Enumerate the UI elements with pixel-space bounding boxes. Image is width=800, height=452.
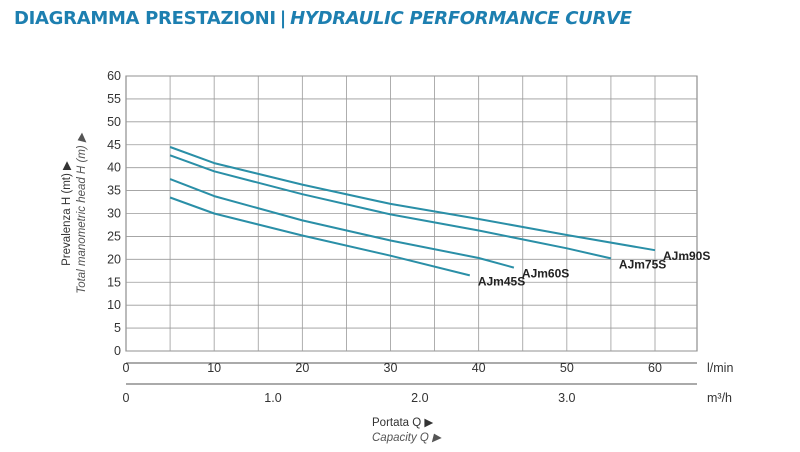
x-axis-label: Portata Q ▶ xyxy=(372,417,434,429)
series-line-AJm45S xyxy=(169,196,471,277)
y-tick-label: 0 xyxy=(114,344,121,358)
series-label-AJm90S: AJm90S xyxy=(663,249,710,263)
y-tick-label: 45 xyxy=(107,138,121,152)
y-tick-label: 20 xyxy=(107,252,121,266)
x-tick-label: 0 xyxy=(123,361,130,375)
x-tick-label: 20 xyxy=(295,361,309,375)
y-tick-label: 35 xyxy=(107,184,121,198)
x-tick-label: 30 xyxy=(384,361,398,375)
x-tick-label: 60 xyxy=(648,361,662,375)
y-tick-label: 55 xyxy=(107,92,121,106)
x2-tick-label: 3.0 xyxy=(558,391,575,405)
title-english: HYDRAULIC PERFORMANCE CURVE xyxy=(290,8,632,29)
series-label-AJm45S: AJm45S xyxy=(478,274,525,288)
y-tick-label: 25 xyxy=(107,229,121,243)
series-line-AJm60S xyxy=(169,178,515,269)
y-tick-label: 50 xyxy=(107,115,121,129)
y-axis-label: Prevalenza H (mt) ▶ xyxy=(61,160,73,266)
series-label-AJm75S: AJm75S xyxy=(619,257,666,271)
title-italian: DIAGRAMMA PRESTAZIONI xyxy=(14,8,276,29)
x-tick-label: 10 xyxy=(207,361,221,375)
x-axis-label-english: Capacity Q ▶ xyxy=(372,432,441,444)
x2-tick-label: 1.0 xyxy=(264,391,281,405)
title-separator: | xyxy=(279,8,287,29)
x-unit-lpm: l/min xyxy=(707,361,733,375)
x-tick-label: 40 xyxy=(472,361,486,375)
x-unit-m3h: m³/h xyxy=(707,391,732,405)
y-tick-label: 10 xyxy=(107,298,121,312)
series-line-AJm90S xyxy=(169,146,656,252)
x2-tick-label: 2.0 xyxy=(411,391,428,405)
series-label-AJm60S: AJm60S xyxy=(522,267,569,281)
x2-tick-label: 0 xyxy=(123,391,130,405)
y-tick-label: 30 xyxy=(107,207,121,221)
y-tick-label: 40 xyxy=(107,161,121,175)
series-line-AJm75S xyxy=(169,154,612,260)
chart-header: DIAGRAMMA PRESTAZIONI | HYDRAULIC PERFORMA… xyxy=(14,8,632,29)
y-tick-label: 60 xyxy=(107,69,121,83)
y-axis-label-english: Total manometric head H (m) ▶ xyxy=(76,132,88,294)
y-tick-label: 15 xyxy=(107,275,121,289)
y-tick-label: 5 xyxy=(114,321,121,335)
x-tick-label: 50 xyxy=(560,361,574,375)
